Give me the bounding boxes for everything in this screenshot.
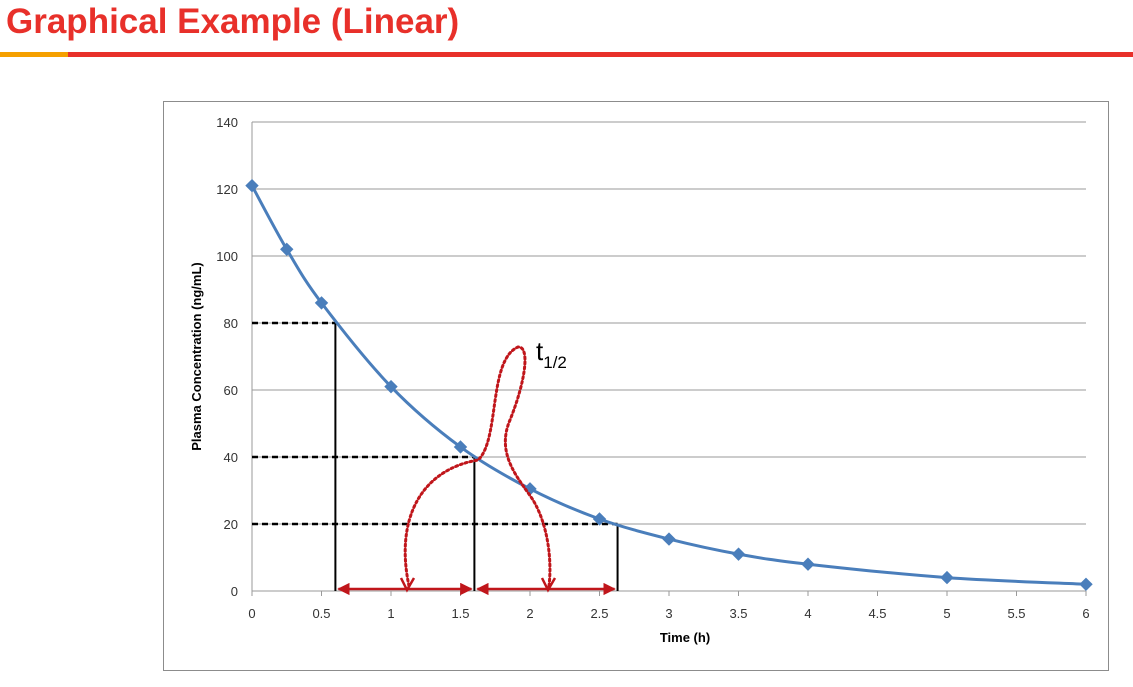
x-tick-label: 5.5 — [1007, 606, 1025, 621]
data-point-marker — [280, 242, 294, 257]
pointer-arrowhead-left — [399, 577, 416, 593]
x-tick-label: 4.5 — [868, 606, 886, 621]
y-tick-label: 20 — [224, 517, 238, 532]
data-point-marker — [940, 570, 954, 585]
y-tick-label: 0 — [231, 584, 238, 599]
x-tick-label: 3 — [665, 606, 672, 621]
y-tick-label: 120 — [216, 182, 238, 197]
x-tick-label: 4 — [804, 606, 811, 621]
y-tick-label: 80 — [224, 316, 238, 331]
y-axis-title: Plasma Concentration (ng/mL) — [189, 262, 204, 451]
data-point-marker — [384, 379, 398, 394]
data-point-marker — [731, 547, 746, 561]
half-life-label: t1/2 — [536, 336, 567, 372]
data-point-marker — [592, 512, 607, 526]
x-tick-label: 0.5 — [312, 606, 330, 621]
y-tick-label: 40 — [224, 450, 238, 465]
half-life-pointer-loop — [403, 345, 552, 588]
x-tick-label: 2.5 — [590, 606, 608, 621]
slide-title: Graphical Example (Linear) — [6, 2, 460, 41]
x-tick-label: 2 — [526, 606, 533, 621]
title-rule — [68, 52, 1133, 57]
data-point-marker — [453, 440, 468, 454]
x-tick-label: 5 — [943, 606, 950, 621]
x-tick-label: 3.5 — [729, 606, 747, 621]
x-tick-label: 6 — [1082, 606, 1089, 621]
data-point-marker — [662, 532, 676, 546]
x-tick-label: 1.5 — [451, 606, 469, 621]
data-point-marker — [801, 557, 815, 571]
pointer-arrowhead-right — [540, 577, 557, 593]
data-point-marker — [245, 178, 259, 193]
data-point-marker — [314, 296, 329, 310]
y-tick-label: 140 — [216, 115, 238, 130]
data-point-marker — [1079, 577, 1093, 592]
y-tick-label: 60 — [224, 383, 238, 398]
x-tick-label: 0 — [248, 606, 255, 621]
x-tick-label: 1 — [387, 606, 394, 621]
x-axis-title: Time (h) — [660, 630, 710, 645]
y-tick-label: 100 — [216, 249, 238, 264]
title-rule-accent — [0, 52, 68, 57]
